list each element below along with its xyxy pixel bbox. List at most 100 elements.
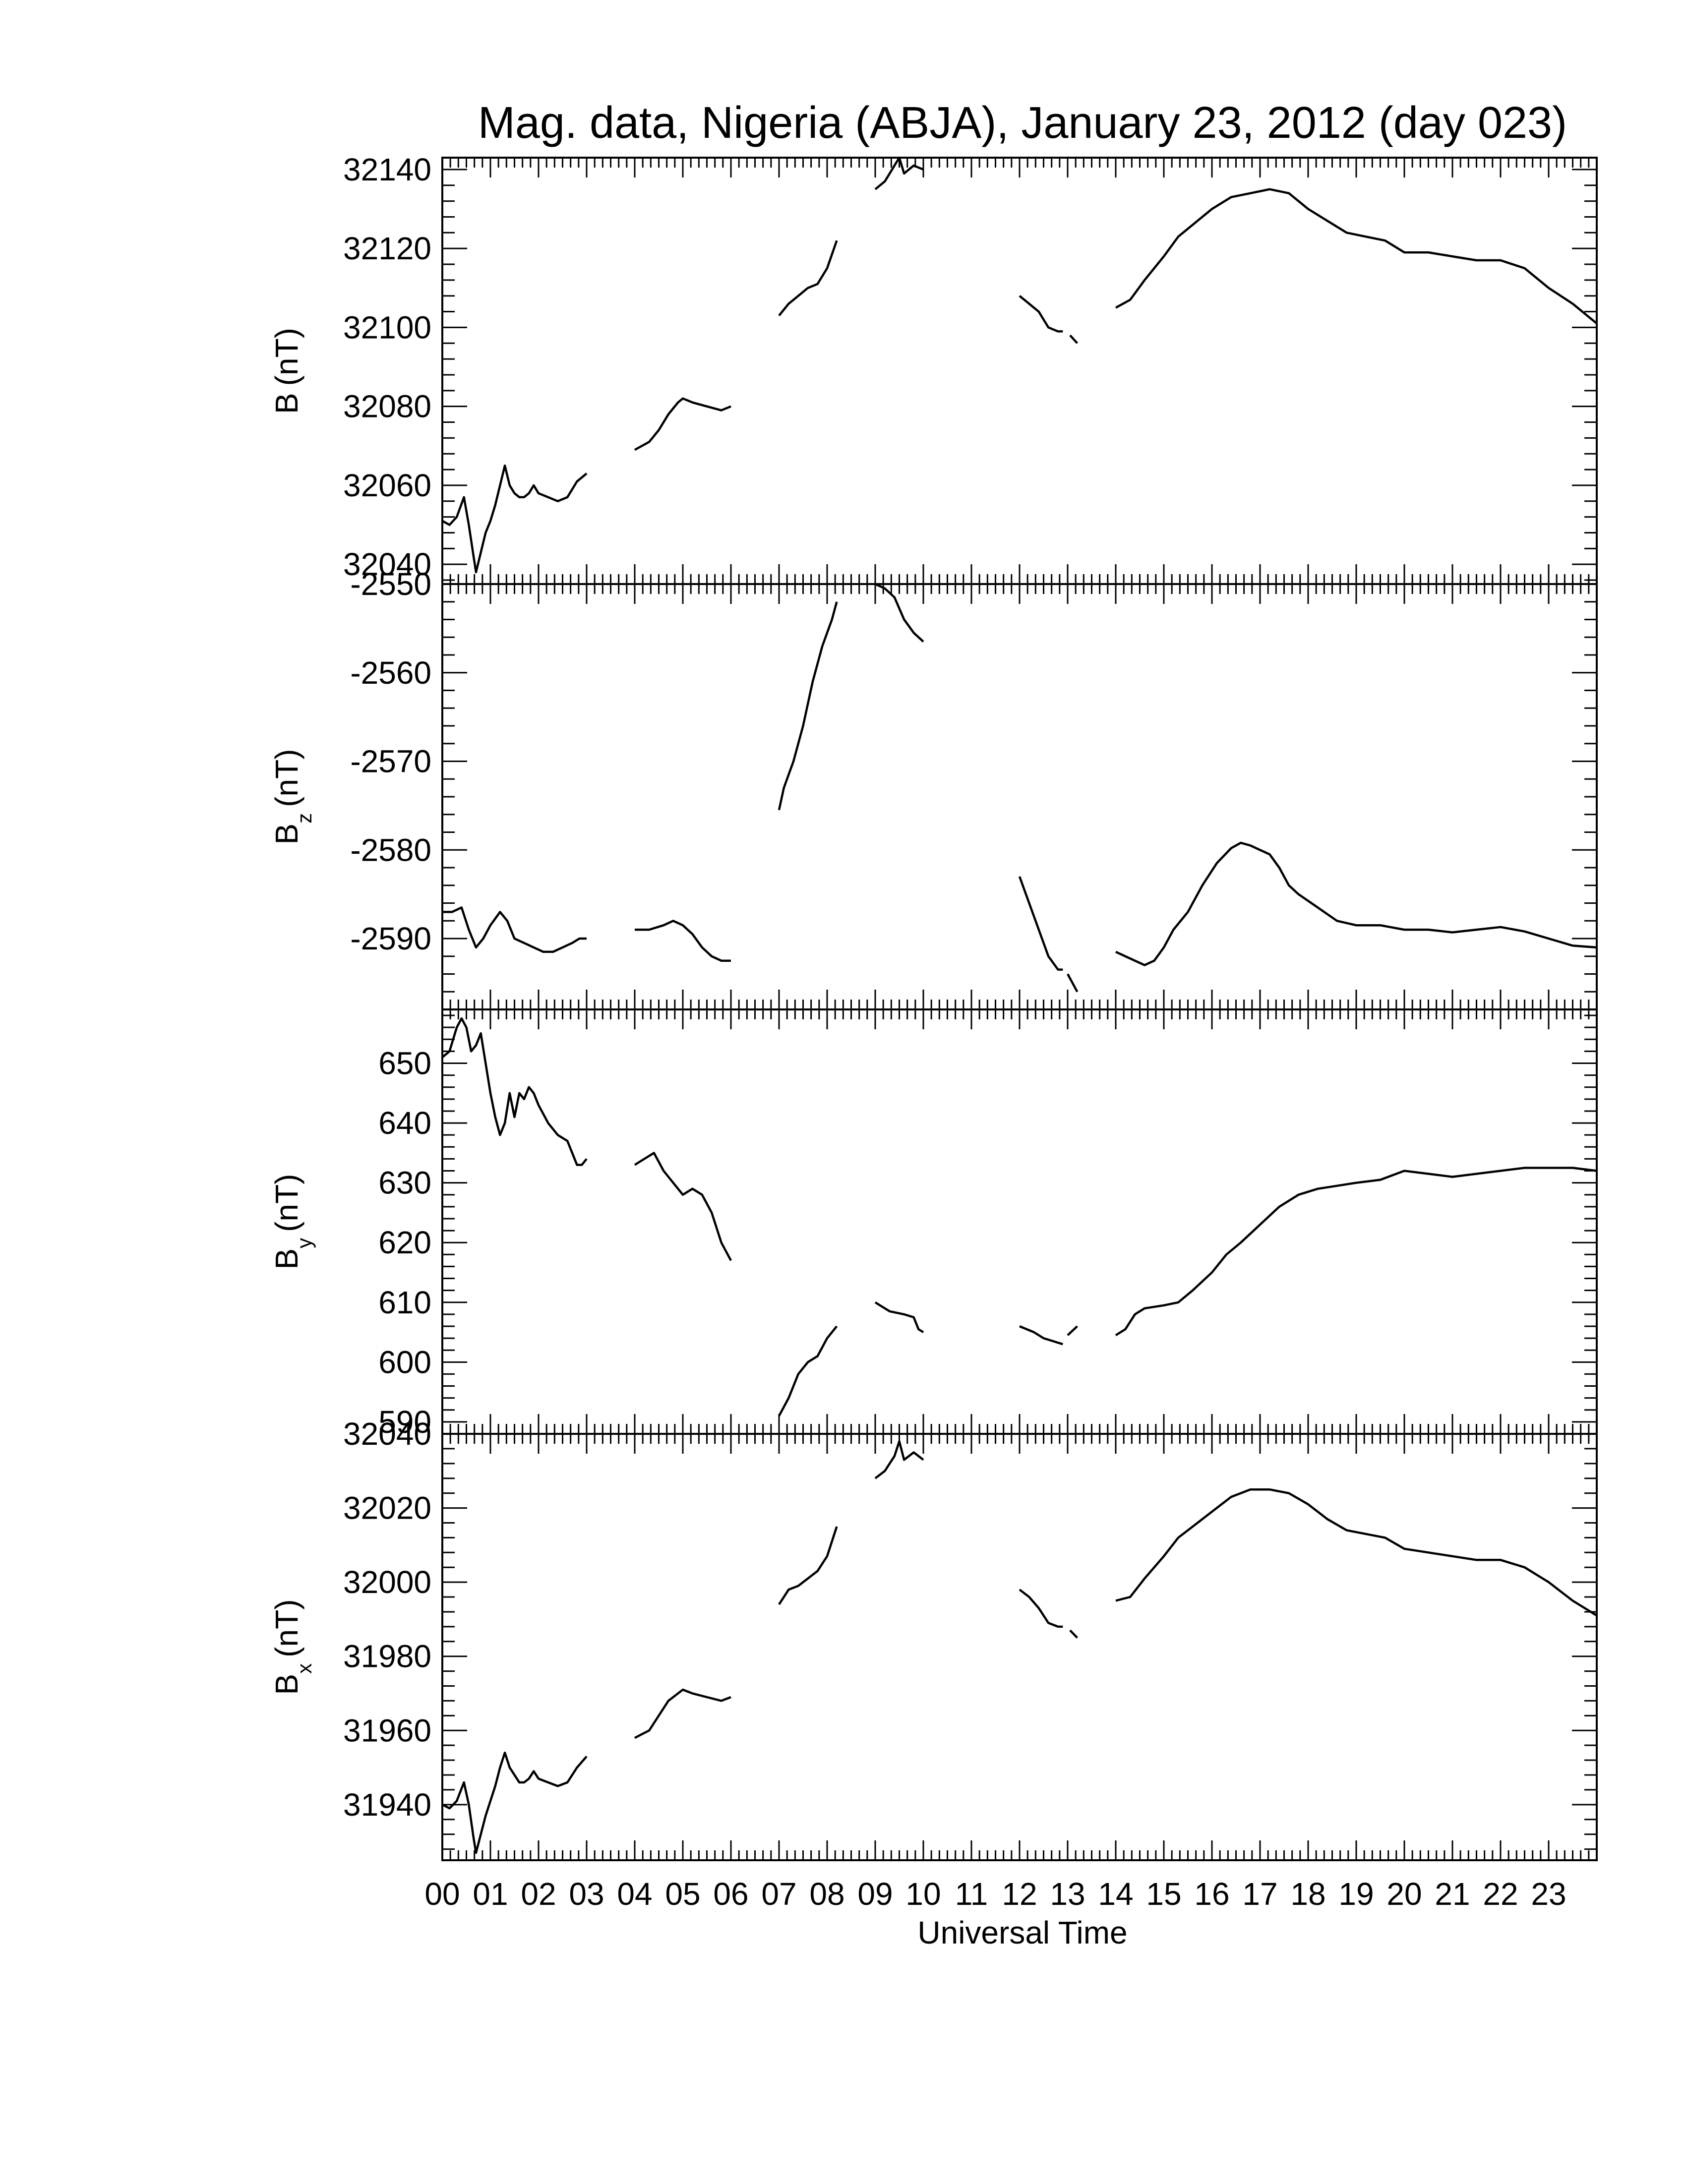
x-tick-label: 05 [665, 1876, 700, 1912]
y-tick-label: 32040 [343, 1416, 431, 1452]
series-segment-2 [635, 920, 731, 962]
series-segment-1 [442, 906, 587, 953]
series-segment-7 [1115, 1167, 1597, 1337]
y-axis-label-main: B [269, 393, 304, 414]
x-axis-title: Universal Time [917, 1915, 1127, 1950]
series-segment-5 [1018, 876, 1063, 971]
y-axis-label-unit: (nT) [269, 1599, 304, 1657]
series-segment-1 [441, 1751, 588, 1854]
x-tick-label: 14 [1098, 1876, 1133, 1912]
y-axis-label: B (nT) [269, 328, 304, 414]
series-segment-5 [1019, 1325, 1063, 1346]
series-segment-4 [874, 156, 924, 190]
y-axis-label-sub: y [293, 1238, 316, 1248]
x-tick-label: 13 [1050, 1876, 1085, 1912]
y-axis-label-main: B [269, 1248, 304, 1270]
y-tick-label: 600 [378, 1344, 431, 1380]
series-segment-6 [1067, 1325, 1078, 1336]
panel-frame [441, 157, 1598, 585]
y-tick-label: 590 [378, 1404, 431, 1440]
series-segment-4 [875, 583, 924, 643]
x-tick-label: 06 [713, 1876, 748, 1912]
panel-y-ticks [442, 583, 1597, 1010]
series-segment-7 [1115, 1488, 1598, 1617]
series-segment-3 [778, 240, 838, 316]
y-tick-label: -2580 [350, 832, 431, 868]
panel-3: 590 600 610 620 630 640 650 By (nT) [269, 1008, 1598, 1440]
series-segment-1 [441, 1017, 588, 1166]
y-axis-label-main: B [269, 1674, 304, 1695]
series-segment-7 [1115, 188, 1598, 325]
y-tick-label: 32080 [343, 389, 431, 424]
series-segment-3 [778, 1325, 838, 1417]
y-tick-label: 32060 [343, 468, 431, 503]
y-axis-label-unit: (nT) [269, 328, 304, 386]
y-tick-label: 630 [378, 1165, 431, 1201]
x-tick-label: 17 [1242, 1876, 1277, 1912]
y-axis-label-sub: x [293, 1663, 316, 1674]
y-tick-label: -2560 [350, 655, 431, 691]
series-segment-2 [634, 1152, 732, 1261]
x-tick-label: 18 [1290, 1876, 1325, 1912]
x-tick-label: 20 [1386, 1876, 1422, 1912]
x-tick-label: 15 [1146, 1876, 1181, 1912]
x-tick-label: 00 [424, 1876, 460, 1912]
x-tick-label: 11 [955, 1876, 988, 1912]
series-segment-4 [874, 1440, 924, 1479]
y-tick-label: 650 [378, 1046, 431, 1081]
panel-y-ticks [442, 169, 1597, 581]
panel-frame [441, 583, 1598, 1010]
series-segment-7 [1115, 841, 1597, 966]
x-tick-label: 01 [473, 1876, 508, 1912]
panel-frame [441, 1433, 1598, 1861]
y-tick-label: 610 [378, 1285, 431, 1320]
x-tick-label: 07 [761, 1876, 796, 1912]
y-tick-label: 31940 [343, 1787, 431, 1823]
y-axis-label-sub: z [293, 813, 316, 824]
x-tick-label: 12 [1002, 1876, 1037, 1912]
y-tick-label: -2570 [350, 744, 431, 779]
y-tick-label: -2590 [350, 921, 431, 956]
y-tick-label: 32000 [343, 1564, 431, 1600]
series-segment-6 [1069, 334, 1079, 344]
series-segment-2 [634, 1688, 731, 1739]
panel-4: 31940 31960 31980 32000 32020 32040 Bx (nT) [269, 1416, 1598, 1861]
panel-2: -2550 -2560 -2570 -2580 -2590 Bz (nT) [269, 566, 1598, 1010]
y-axis-label-unit: (nT) [269, 1174, 304, 1232]
y-tick-label: 32040 [343, 546, 431, 582]
y-tick-label: -2550 [350, 566, 431, 602]
x-tick-label: 22 [1483, 1876, 1518, 1912]
x-tick-label: 04 [617, 1876, 652, 1912]
panel-1: 32040 32060 32080 32100 32120 32140 B (nT) [269, 152, 1598, 585]
y-axis-label-main: B [269, 824, 304, 845]
panel-x-ticks [441, 584, 1598, 1009]
panel-x-ticks [441, 158, 1598, 584]
panel-x-ticks [441, 1009, 1598, 1434]
x-tick-label: 02 [521, 1876, 556, 1912]
x-tick-label: 08 [809, 1876, 844, 1912]
y-tick-label: 32140 [343, 152, 431, 187]
x-tick-label: 21 [1435, 1876, 1470, 1912]
panel-frame [441, 1008, 1598, 1435]
x-tick-label: 23 [1531, 1876, 1566, 1912]
x-tick-label: 19 [1338, 1876, 1374, 1912]
series-segment-3 [778, 1526, 838, 1605]
x-tick-label: 09 [857, 1876, 893, 1912]
panel-x-ticks [441, 1434, 1598, 1860]
series-segment-5 [1019, 295, 1063, 333]
y-tick-label: 31980 [343, 1639, 431, 1674]
series-segment-6 [1067, 973, 1079, 993]
series-segment-5 [1019, 1589, 1063, 1628]
series-segment-4 [874, 1301, 924, 1333]
chart-title: Mag. data, Nigeria (ABJA), January 23, 2… [478, 98, 1567, 148]
x-tick-label: 03 [569, 1876, 604, 1912]
x-tick-label: 16 [1194, 1876, 1229, 1912]
x-axis: 00 01 02 03 04 05 06 07 08 09 10 11 12 13 14 15 16 17 18 19… [424, 1876, 1566, 1912]
series-segment-1 [441, 464, 588, 574]
y-axis-label-unit: (nT) [269, 749, 304, 807]
y-tick-label: 640 [378, 1105, 431, 1141]
panel-y-ticks [442, 1014, 1597, 1435]
panels-layer: 320403206032080321003212032140B(nT)-2550… [269, 152, 1598, 1861]
